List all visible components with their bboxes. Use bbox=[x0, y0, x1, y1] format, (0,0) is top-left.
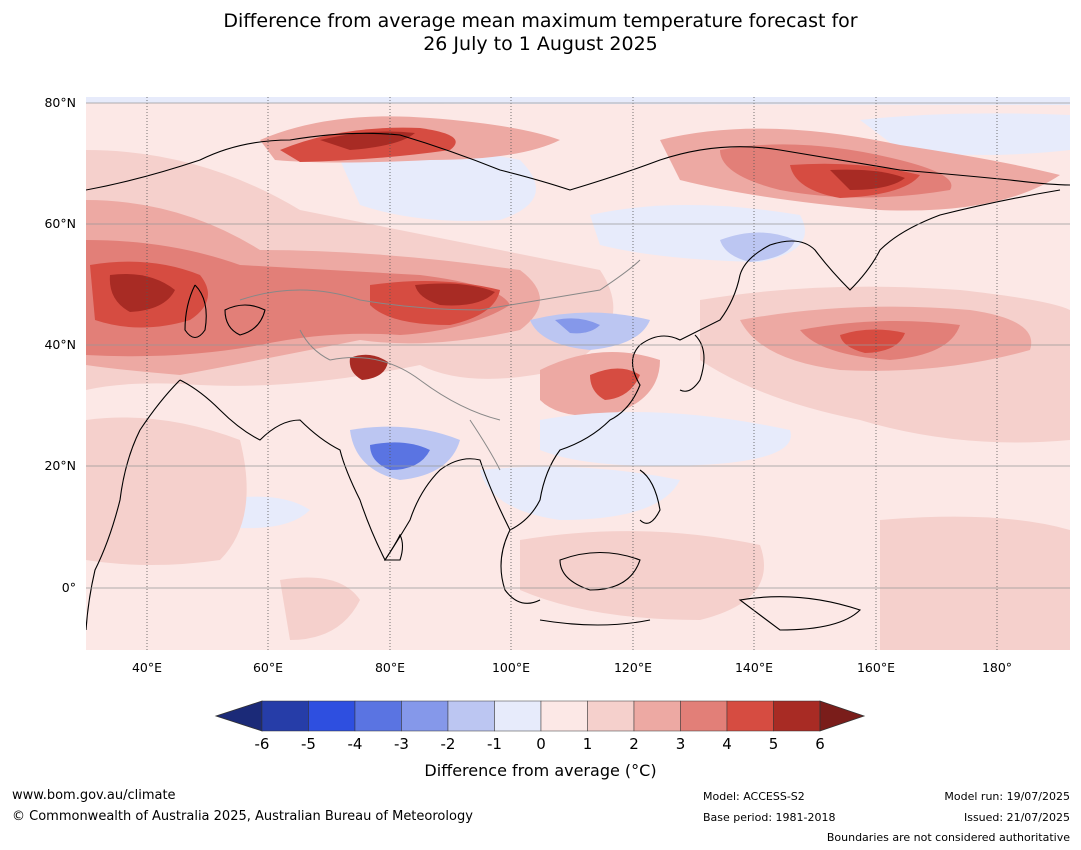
longitude-gridlines bbox=[146, 97, 998, 650]
colorbar-tick-label: -3 bbox=[394, 735, 409, 753]
lat-tick-20n: 20°N bbox=[44, 458, 76, 473]
africa-warm bbox=[86, 417, 247, 565]
maritime-warm bbox=[520, 531, 764, 620]
colorbar-tick-label: 5 bbox=[768, 735, 779, 753]
footer-base-period: Base period: 1981-2018 bbox=[703, 811, 836, 824]
kara-hot bbox=[320, 131, 415, 150]
lon-tick-120e: 120°E bbox=[613, 660, 652, 675]
colorbar-tick-label: -5 bbox=[301, 735, 316, 753]
far-east-hot bbox=[830, 169, 905, 190]
aral-sea bbox=[224, 304, 266, 336]
lon-tick-160e: 160°E bbox=[856, 660, 895, 675]
title-line-1: Difference from average mean maximum tem… bbox=[223, 10, 858, 32]
colorbar bbox=[214, 700, 866, 732]
borneo bbox=[559, 551, 641, 591]
footer-url: www.bom.gov.au/climate bbox=[12, 788, 176, 803]
lon-tick-80e: 80°E bbox=[374, 660, 406, 675]
south-asia-coast bbox=[179, 379, 511, 562]
china-warm-2 bbox=[590, 368, 640, 400]
okhotsk-cool bbox=[720, 232, 795, 262]
colorbar-over-arrow bbox=[819, 700, 866, 732]
footer-disclaimer: Boundaries are not considered authoritat… bbox=[826, 831, 1070, 844]
indian-ocean-warm bbox=[280, 577, 360, 640]
north-china-cool-2 bbox=[555, 318, 600, 334]
colorbar-bin bbox=[308, 700, 356, 732]
colorbar-tick-label: 2 bbox=[629, 735, 639, 753]
colorbar-bin bbox=[633, 700, 681, 732]
south-pacific-warm bbox=[880, 516, 1070, 650]
footer-model-run: Model run: 19/07/2025 bbox=[944, 790, 1070, 803]
east-arctic-cool bbox=[860, 113, 1070, 155]
indochina-border bbox=[469, 419, 501, 471]
sri-lanka bbox=[383, 533, 404, 561]
title-line-2: 26 July to 1 August 2025 bbox=[423, 33, 658, 55]
lon-tick-100e: 100°E bbox=[491, 660, 530, 675]
himalaya-border bbox=[329, 357, 501, 421]
lon-tick-40e: 40°E bbox=[131, 660, 163, 675]
colorbar-under-arrow bbox=[214, 700, 263, 732]
colorbar-bin bbox=[494, 700, 542, 732]
malay-peninsula bbox=[500, 529, 541, 604]
lat-tick-60n: 60°N bbox=[44, 216, 76, 231]
new-guinea bbox=[738, 596, 862, 631]
india-cool-2 bbox=[370, 442, 430, 470]
colorbar-tick-label: 6 bbox=[815, 735, 825, 753]
red-sea-coast bbox=[86, 379, 181, 631]
lon-tick-60e: 60°E bbox=[252, 660, 284, 675]
colorbar-tick-label: -4 bbox=[347, 735, 363, 753]
tibet-hot bbox=[349, 354, 388, 380]
colorbar-tick-label: 1 bbox=[582, 735, 593, 753]
colorbar-bin bbox=[587, 700, 635, 732]
colorbar-tick-label: 4 bbox=[722, 735, 732, 753]
pacific-warm-4 bbox=[840, 329, 905, 353]
russia-south-border bbox=[239, 259, 641, 311]
temperature-field bbox=[86, 97, 1070, 650]
lat-tick-80n: 80°N bbox=[44, 95, 76, 110]
philippines bbox=[639, 469, 661, 524]
colorbar-bin bbox=[726, 700, 774, 732]
country-borders bbox=[239, 259, 641, 471]
colorbar-bin bbox=[261, 700, 309, 732]
colorbar-bin bbox=[680, 700, 728, 732]
arctic-coast bbox=[86, 132, 1070, 191]
colorbar-bin bbox=[447, 700, 495, 732]
caspian-sea bbox=[184, 284, 207, 339]
colorbar-bin bbox=[354, 700, 402, 732]
latitude-gridlines bbox=[86, 102, 1070, 589]
lat-tick-0: 0° bbox=[61, 580, 76, 595]
footer-copyright: © Commonwealth of Australia 2025, Austra… bbox=[12, 809, 473, 824]
south-china-cool bbox=[540, 412, 791, 466]
map-title: Difference from average mean maximum tem… bbox=[0, 10, 1081, 56]
pacific-coast bbox=[509, 189, 1061, 531]
colorbar-tick-label: 0 bbox=[536, 735, 546, 753]
central-asia-border bbox=[299, 329, 331, 361]
lat-tick-40n: 40°N bbox=[44, 337, 76, 352]
colorbar-bin bbox=[401, 700, 449, 732]
caspian-hot bbox=[109, 274, 175, 312]
coastlines bbox=[86, 132, 1070, 631]
lon-tick-140e: 140°E bbox=[734, 660, 773, 675]
footer-model: Model: ACCESS-S2 bbox=[703, 790, 805, 803]
central-asia-warm-3 bbox=[86, 240, 510, 357]
footer-issued: Issued: 21/07/2025 bbox=[963, 811, 1070, 824]
colorbar-tick-label: 3 bbox=[675, 735, 686, 753]
colorbar-bin bbox=[773, 700, 821, 732]
mongolia-hot bbox=[415, 283, 495, 306]
colorbar-bin bbox=[540, 700, 588, 732]
colorbar-title: Difference from average (°C) bbox=[424, 761, 657, 780]
colorbar-tick-label: -1 bbox=[487, 735, 502, 753]
colorbar-tick-label: -2 bbox=[440, 735, 456, 753]
java bbox=[539, 619, 651, 626]
indochina-cool bbox=[480, 466, 680, 520]
lon-tick-180: 180° bbox=[981, 660, 1013, 675]
colorbar-tick-label: -6 bbox=[254, 735, 270, 753]
siberia-cool bbox=[340, 150, 536, 221]
